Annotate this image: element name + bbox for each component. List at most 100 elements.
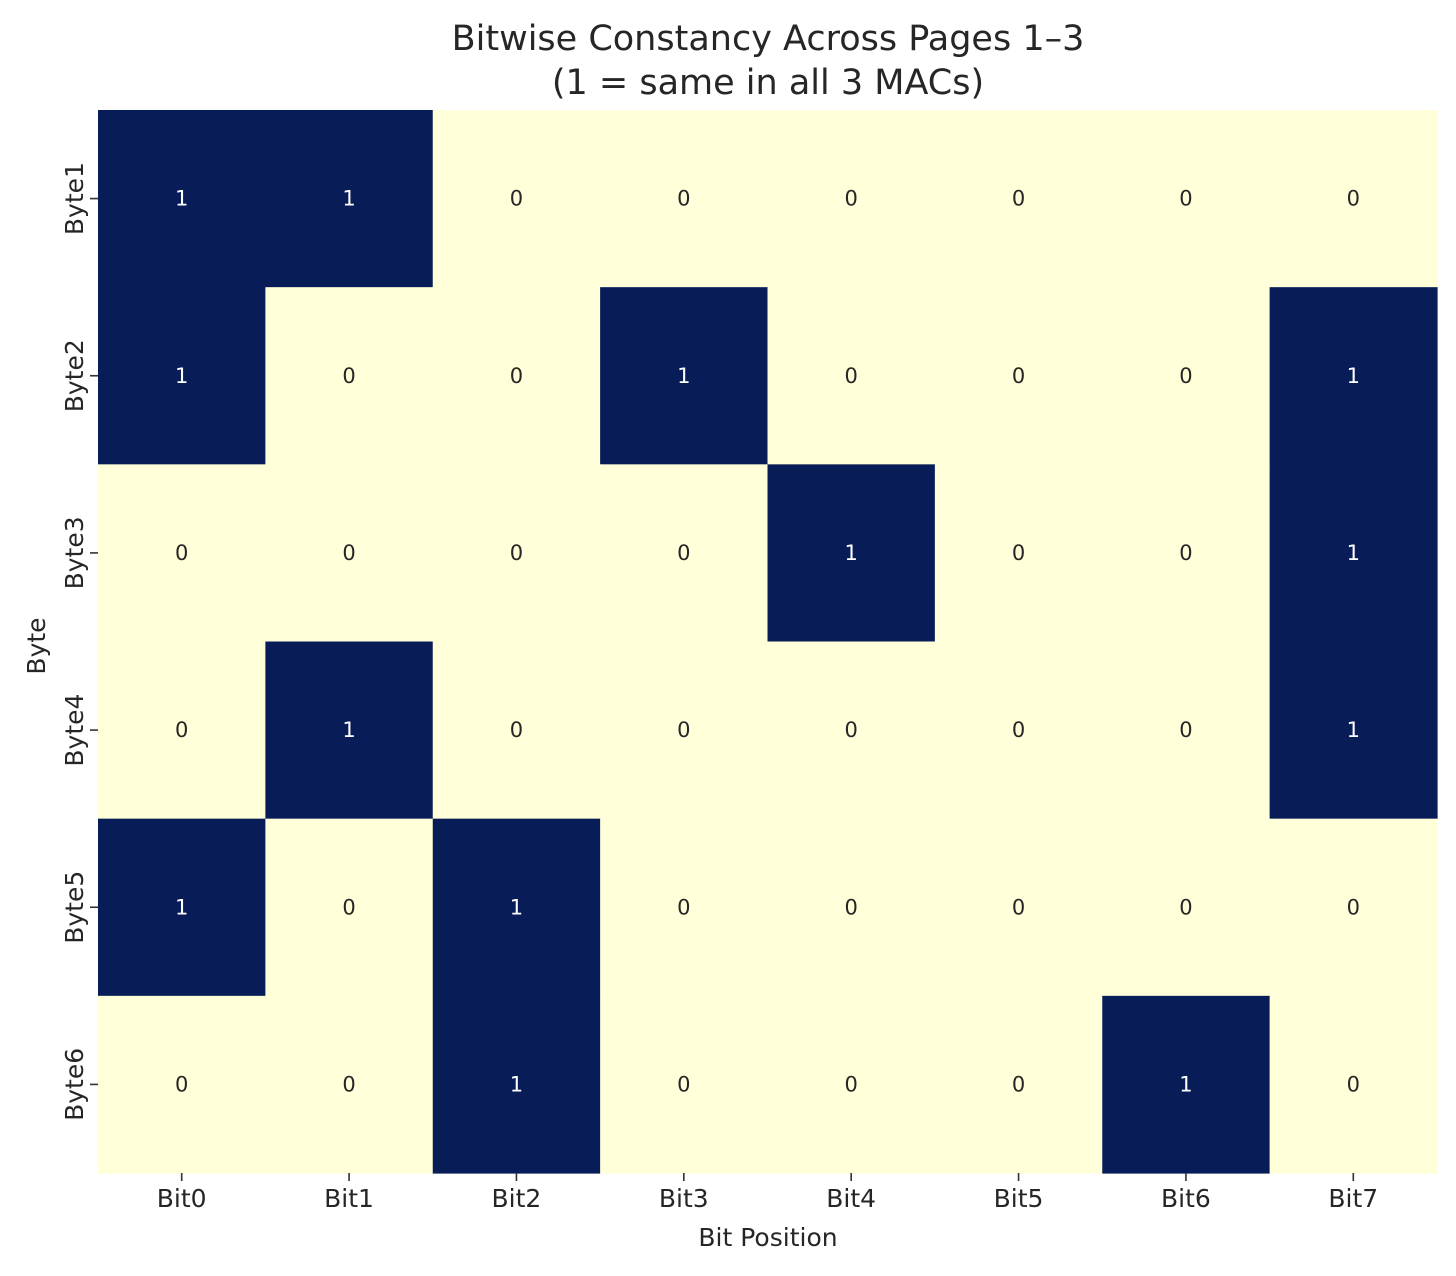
x-axis-ticks: Bit0 Bit1 Bit2 Bit3 Bit4 Bit5 Bit6 Bit7 bbox=[157, 1173, 1378, 1213]
cell-annotation: 0 bbox=[845, 364, 858, 388]
x-tick-label: Bit7 bbox=[1328, 1184, 1378, 1213]
heatmap-cell bbox=[1269, 818, 1438, 997]
heatmap-cell bbox=[265, 818, 434, 997]
y-axis-ticks: Byte1 Byte2 Byte3 Byte4 Byte5 Byte6 bbox=[60, 162, 98, 1121]
cell-annotation: 0 bbox=[510, 541, 523, 565]
y-tick-label: Byte4 bbox=[60, 694, 89, 767]
cell-annotation: 1 bbox=[1347, 541, 1360, 565]
heatmap-cell bbox=[1102, 818, 1271, 997]
heatmap-cell bbox=[767, 287, 936, 465]
heatmap-cell bbox=[767, 995, 936, 1174]
heatmap-cell bbox=[432, 995, 601, 1174]
cell-annotation: 1 bbox=[175, 187, 188, 211]
cell-annotation: 0 bbox=[1347, 895, 1360, 919]
heatmap-cell bbox=[1269, 464, 1438, 643]
heatmap-cell bbox=[432, 287, 601, 465]
heatmap-cell bbox=[265, 464, 434, 643]
cell-annotation: 1 bbox=[510, 895, 523, 919]
heatmap-cell bbox=[1269, 641, 1438, 820]
heatmap-cell bbox=[767, 818, 936, 997]
heatmap-cell bbox=[600, 464, 769, 643]
heatmap-cell bbox=[767, 641, 936, 820]
heatmap-cell bbox=[600, 995, 769, 1174]
cell-annotation: 0 bbox=[677, 1072, 690, 1096]
cell-annotation: 0 bbox=[510, 718, 523, 742]
cell-annotation: 0 bbox=[175, 1072, 188, 1096]
cell-annotation: 0 bbox=[342, 895, 355, 919]
heatmap-cell bbox=[600, 818, 769, 997]
heatmap-cell bbox=[934, 818, 1103, 997]
cell-annotation: 1 bbox=[845, 541, 858, 565]
y-tick-label: Byte5 bbox=[60, 871, 89, 944]
cell-annotation: 0 bbox=[1347, 187, 1360, 211]
y-tick-label: Byte1 bbox=[60, 162, 89, 235]
cell-annotation: 1 bbox=[510, 1072, 523, 1096]
cell-annotation: 0 bbox=[677, 895, 690, 919]
cell-annotation: 1 bbox=[342, 718, 355, 742]
cell-annotation: 0 bbox=[1179, 895, 1192, 919]
cell-annotation: 0 bbox=[342, 1072, 355, 1096]
heatmap-cell bbox=[98, 995, 266, 1174]
heatmap-cell bbox=[600, 110, 769, 288]
heatmap-cell bbox=[934, 641, 1103, 820]
heatmap-cell bbox=[1102, 995, 1271, 1174]
cell-annotation: 0 bbox=[845, 895, 858, 919]
heatmap-cells bbox=[98, 110, 1438, 1174]
heatmap-cell bbox=[1102, 110, 1271, 288]
cell-annotation: 0 bbox=[342, 541, 355, 565]
cell-annotation: 0 bbox=[1179, 364, 1192, 388]
cell-annotation: 0 bbox=[1179, 718, 1192, 742]
heatmap-cell bbox=[265, 287, 434, 465]
cell-annotation: 0 bbox=[845, 1072, 858, 1096]
heatmap-cell bbox=[98, 818, 266, 997]
cell-annotation: 0 bbox=[510, 364, 523, 388]
cell-annotation: 0 bbox=[1012, 718, 1025, 742]
cell-annotation: 0 bbox=[677, 718, 690, 742]
heatmap-cell bbox=[98, 110, 266, 288]
cell-annotation: 0 bbox=[1012, 541, 1025, 565]
heatmap-cell bbox=[98, 641, 266, 820]
heatmap-cell bbox=[432, 110, 601, 288]
cell-annotation: 0 bbox=[1179, 187, 1192, 211]
cell-annotation: 1 bbox=[342, 187, 355, 211]
y-axis-label: Byte bbox=[22, 617, 51, 674]
cell-annotation: 1 bbox=[1179, 1072, 1192, 1096]
x-tick-label: Bit1 bbox=[324, 1184, 374, 1213]
cell-annotation: 0 bbox=[1012, 1072, 1025, 1096]
y-tick-label: Byte3 bbox=[60, 516, 89, 589]
heatmap-cell bbox=[98, 287, 266, 465]
cell-annotation: 1 bbox=[175, 364, 188, 388]
heatmap-cell bbox=[1269, 110, 1438, 288]
heatmap-cell bbox=[600, 641, 769, 820]
x-tick-label: Bit2 bbox=[492, 1184, 542, 1213]
heatmap-cell bbox=[600, 287, 769, 465]
cell-annotation: 0 bbox=[1347, 1072, 1360, 1096]
x-axis-label: Bit Position bbox=[698, 1223, 837, 1252]
heatmap-cell bbox=[432, 641, 601, 820]
heatmap-cell bbox=[265, 641, 434, 820]
heatmap-cell bbox=[1102, 641, 1271, 820]
heatmap-cell bbox=[767, 464, 936, 643]
cell-annotation: 1 bbox=[1347, 364, 1360, 388]
heatmap-cell bbox=[1269, 287, 1438, 465]
cell-annotation: 0 bbox=[1012, 895, 1025, 919]
cell-annotation: 0 bbox=[1012, 364, 1025, 388]
cell-annotation: 0 bbox=[510, 187, 523, 211]
chart-title-line: Bitwise Constancy Across Pages 1–3 bbox=[452, 19, 1085, 59]
heatmap-cell bbox=[934, 464, 1103, 643]
heatmap-annotations: 1 1 0 0 0 0 0 0 1 0 0 1 0 0 0 1 0 0 0 0 1 0 0 1 0 1 0 0 0 0 0 1 1 0 1 0 0 0 0 0… bbox=[175, 187, 1360, 1097]
x-tick-label: Bit6 bbox=[1161, 1184, 1211, 1213]
cell-annotation: 1 bbox=[175, 895, 188, 919]
heatmap-cell bbox=[98, 464, 266, 643]
heatmap-cell bbox=[432, 818, 601, 997]
heatmap-cell bbox=[1102, 464, 1271, 643]
heatmap-cell bbox=[265, 995, 434, 1174]
cell-annotation: 0 bbox=[175, 541, 188, 565]
heatmap-cell bbox=[934, 995, 1103, 1174]
heatmap-cell bbox=[934, 287, 1103, 465]
y-tick-label: Byte2 bbox=[60, 339, 89, 412]
cell-annotation: 0 bbox=[175, 718, 188, 742]
cell-annotation: 0 bbox=[677, 187, 690, 211]
